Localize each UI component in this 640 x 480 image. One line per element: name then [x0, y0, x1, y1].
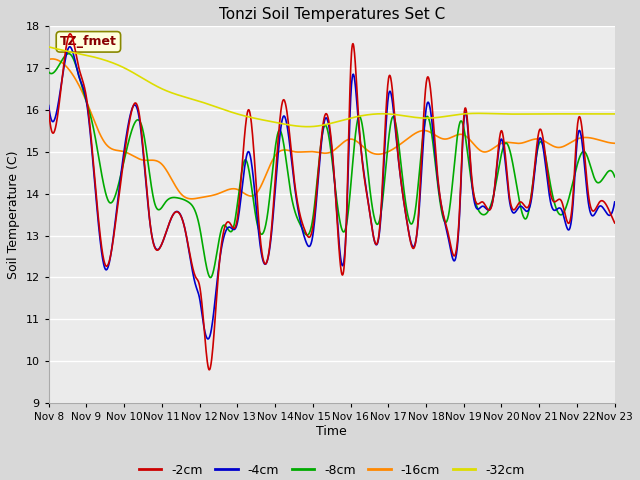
Y-axis label: Soil Temperature (C): Soil Temperature (C)	[7, 150, 20, 279]
Legend: -2cm, -4cm, -8cm, -16cm, -32cm: -2cm, -4cm, -8cm, -16cm, -32cm	[134, 458, 530, 480]
Title: Tonzi Soil Temperatures Set C: Tonzi Soil Temperatures Set C	[218, 7, 445, 22]
X-axis label: Time: Time	[316, 425, 347, 438]
Text: TZ_fmet: TZ_fmet	[60, 36, 117, 48]
